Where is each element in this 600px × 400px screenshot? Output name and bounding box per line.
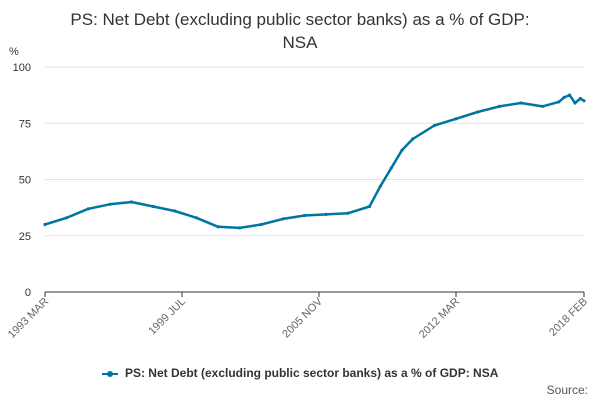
data-point[interactable] [519, 101, 523, 105]
data-point[interactable] [65, 216, 69, 220]
data-point[interactable] [432, 123, 436, 128]
y-tick-label: 0 [25, 287, 31, 299]
data-point[interactable] [238, 226, 242, 230]
data-point[interactable] [346, 211, 350, 215]
legend-series-label: PS: Net Debt (excluding public sector ba… [124, 366, 499, 380]
y-tick-label: 75 [19, 118, 31, 130]
chart-title-line-1: PS: Net Debt (excluding public sector ba… [70, 10, 530, 29]
y-tick-label: 100 [13, 62, 31, 74]
y-tick-labels: 0 25 50 75 100 [13, 62, 31, 299]
data-point[interactable] [540, 104, 545, 108]
data-point[interactable] [367, 204, 372, 209]
y-tick-label: 50 [19, 175, 31, 187]
data-point[interactable] [411, 137, 415, 141]
data-point[interactable] [86, 207, 90, 211]
series-group [43, 93, 586, 230]
data-point[interactable] [557, 100, 561, 104]
x-tick-label: 2005 NOV [280, 295, 325, 340]
data-point[interactable] [129, 200, 134, 204]
data-point[interactable] [573, 101, 577, 105]
data-point[interactable] [568, 93, 572, 97]
legend[interactable]: PS: Net Debt (excluding public sector ba… [0, 366, 600, 380]
y-axis-unit-label: % [9, 46, 19, 58]
data-point[interactable] [259, 222, 263, 227]
legend-series-marker-icon [101, 369, 118, 379]
data-point[interactable] [281, 217, 285, 221]
x-tick-label: 2018 FEB [547, 296, 590, 339]
data-point[interactable] [43, 222, 47, 227]
data-point[interactable] [454, 117, 458, 121]
data-point[interactable] [151, 204, 155, 209]
x-tick-label: 1993 MAR [6, 296, 51, 341]
chart-title: PS: Net Debt (excluding public sector ba… [0, 8, 600, 54]
data-point[interactable] [562, 95, 566, 99]
data-point[interactable] [108, 202, 112, 206]
data-point[interactable] [324, 212, 328, 216]
series-line[interactable] [44, 93, 585, 230]
data-point[interactable] [497, 104, 501, 108]
data-point[interactable] [216, 225, 220, 229]
x-tick-label: 1999 JUL [146, 296, 188, 338]
data-point[interactable] [389, 166, 393, 170]
data-point[interactable] [194, 216, 198, 220]
data-point[interactable] [173, 209, 177, 213]
source-label: Source: [546, 383, 588, 397]
data-point[interactable] [400, 148, 404, 152]
x-tick-label: 2012 MAR [417, 296, 462, 341]
x-tick-labels: 1993 MAR 1999 JUL 2005 NOV 2012 MAR 2018 FEB [6, 292, 590, 341]
data-point[interactable] [582, 99, 586, 103]
gridlines [45, 66, 584, 237]
data-point[interactable] [303, 213, 307, 218]
y-tick-label: 25 [19, 231, 31, 243]
data-point[interactable] [578, 96, 583, 101]
data-point[interactable] [378, 184, 382, 188]
chart-title-line-2: NSA [282, 33, 318, 52]
data-point[interactable] [476, 110, 480, 114]
